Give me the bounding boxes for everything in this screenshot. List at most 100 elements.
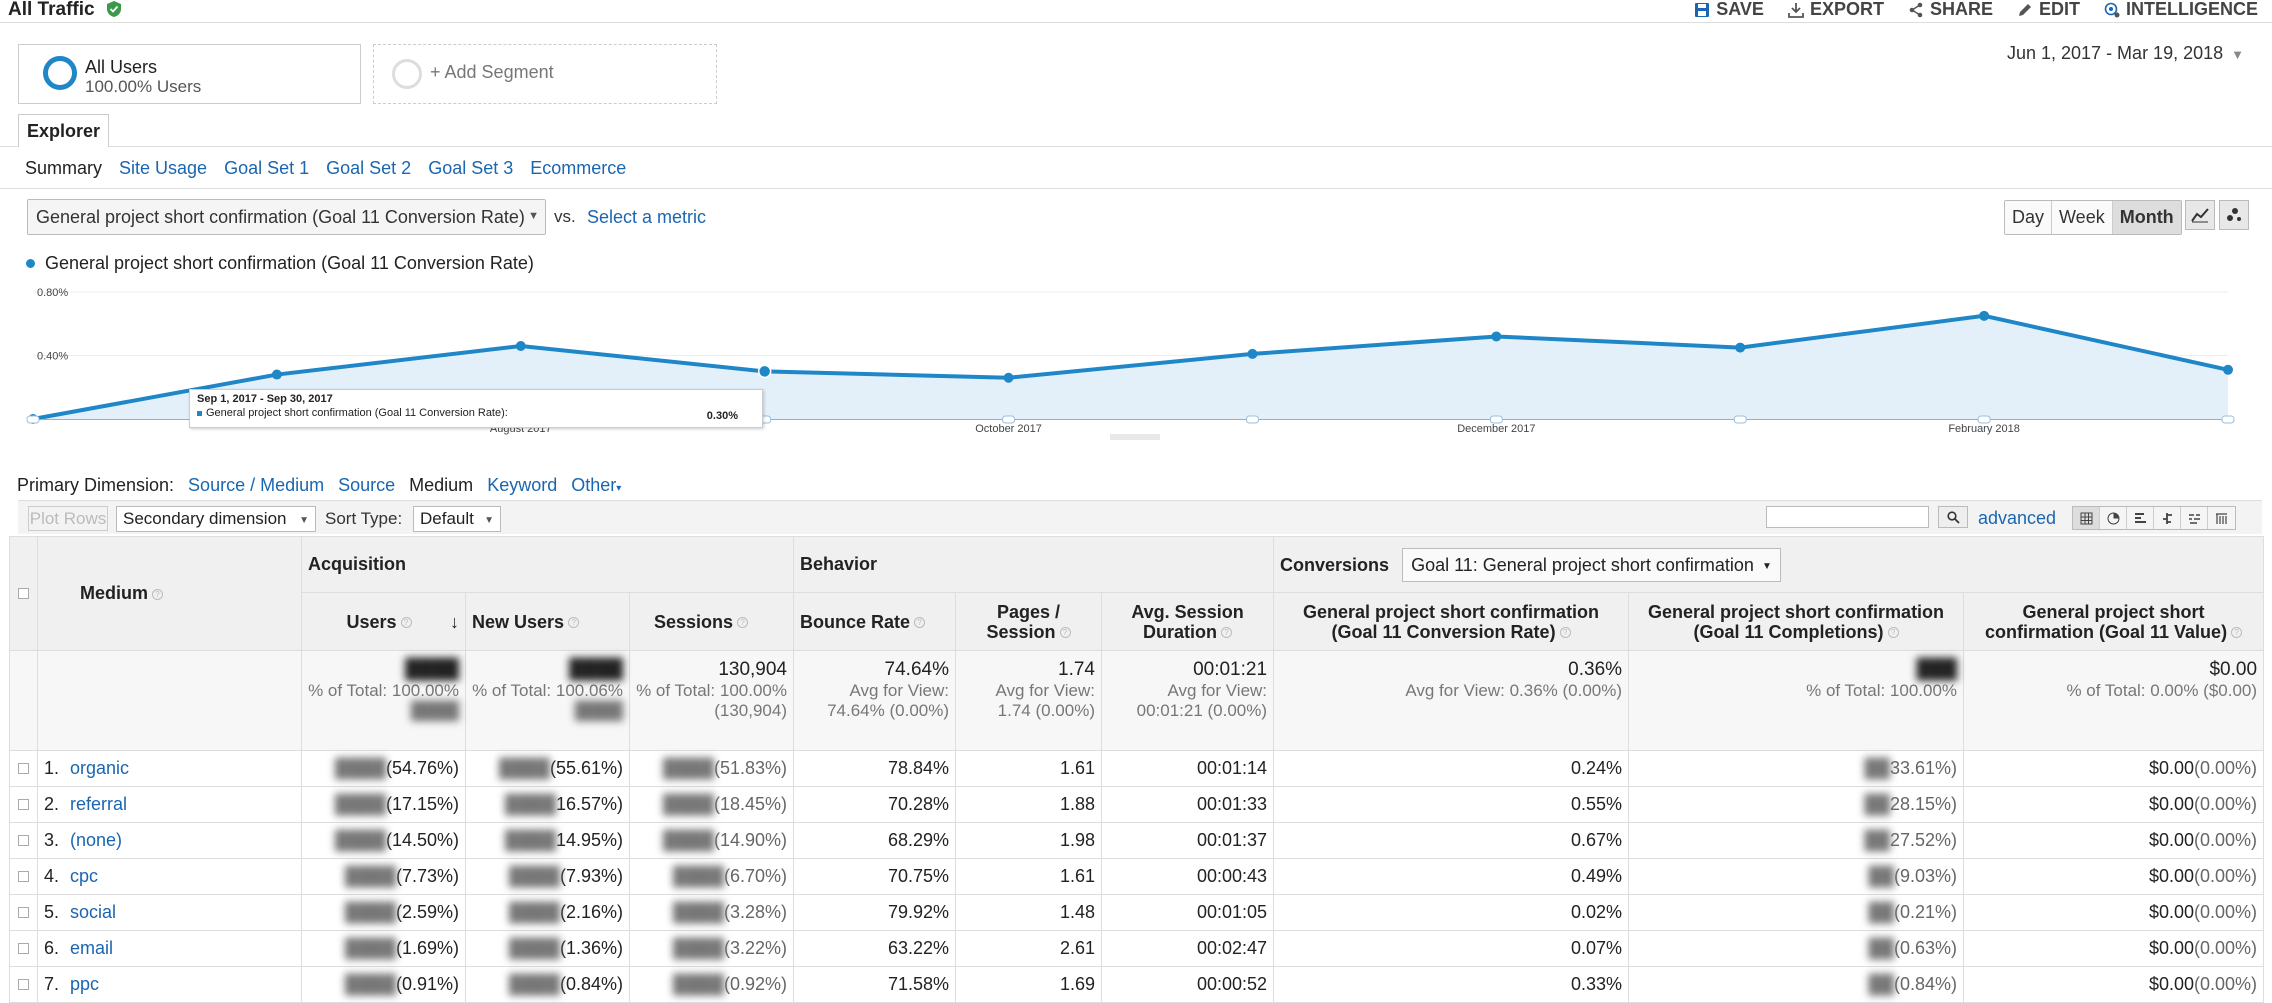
help-icon[interactable]: ? — [2231, 627, 2243, 639]
col-sessions[interactable]: Sessions? — [629, 592, 794, 651]
col-completions[interactable]: General project short confirmation (Goal… — [1628, 592, 1965, 651]
row-checkbox[interactable] — [18, 799, 29, 810]
row-value-amount: $0.00 — [2148, 866, 2194, 886]
y-tick-label: 0.40% — [37, 351, 68, 363]
period-day-button[interactable]: Day — [2005, 201, 2053, 234]
search-icon — [1946, 510, 1960, 524]
total-completions-value: ███ — [1916, 659, 1958, 680]
select-metric-link[interactable]: Select a metric — [587, 207, 707, 227]
table-body: 1. organic ████(54.76%) ████(55.61%) ████(51… — [9, 750, 2265, 1003]
data-table-view-button[interactable] — [2073, 507, 2100, 529]
row-check-cell — [9, 894, 38, 931]
row-checkbox[interactable] — [18, 943, 29, 954]
row-new-users: ████(1.36%) — [465, 930, 630, 967]
dimension-keyword[interactable]: Keyword — [487, 475, 558, 495]
period-month-button[interactable]: Month — [2112, 201, 2181, 234]
add-segment-button[interactable]: + Add Segment — [373, 44, 717, 104]
segment-all-users[interactable]: All Users 100.00% Users — [18, 44, 361, 104]
intelligence-button[interactable]: INTELLIGENCE — [2104, 0, 2258, 20]
row-value: $0.00(0.00%) — [1963, 786, 2265, 823]
annotation-marker — [1977, 415, 1991, 424]
data-point — [1003, 372, 1014, 383]
goal-select[interactable]: Goal 11: General project short confirmat… — [1402, 547, 1781, 582]
tab-explorer[interactable]: Explorer — [18, 114, 110, 147]
help-icon[interactable]: ? — [1221, 627, 1233, 639]
subtab-site-usage[interactable]: Site Usage — [119, 158, 208, 178]
search-button[interactable] — [1938, 506, 1968, 528]
dimension-medium[interactable]: Medium — [409, 475, 474, 495]
help-icon[interactable]: ? — [914, 617, 926, 629]
help-icon[interactable]: ? — [1059, 627, 1071, 639]
data-point — [515, 340, 526, 351]
row-medium-link[interactable]: cpc — [70, 866, 99, 886]
share-button[interactable]: SHARE — [1908, 0, 1993, 20]
line-chart-view-button[interactable] — [2185, 200, 2215, 230]
metric-select[interactable]: General project short confirmation (Goal… — [27, 199, 546, 235]
row-checkbox[interactable] — [18, 763, 29, 774]
period-week-button[interactable]: Week — [2052, 201, 2113, 234]
col-value[interactable]: General project short confirmation (Goal… — [1963, 592, 2265, 651]
help-icon[interactable]: ? — [1887, 627, 1899, 639]
row-checkbox[interactable] — [18, 835, 29, 846]
row-medium-link[interactable]: ppc — [70, 974, 100, 994]
subtab-goal-set-1[interactable]: Goal Set 1 — [224, 158, 310, 178]
row-users: ████(1.69%) — [301, 930, 466, 967]
plot-rows-button[interactable]: Plot Rows — [28, 506, 108, 531]
export-button[interactable]: EXPORT — [1788, 0, 1884, 20]
percentage-view-button[interactable] — [2100, 507, 2127, 529]
performance-view-button[interactable] — [2127, 507, 2154, 529]
dimension-source-medium[interactable]: Source / Medium — [188, 475, 325, 495]
col-avg-duration[interactable]: Avg. Session Duration? — [1100, 592, 1275, 651]
dimension-source[interactable]: Source — [338, 475, 396, 495]
secondary-dimension-label: Secondary dimension — [123, 509, 287, 528]
legend-label: General project short confirmation (Goal… — [45, 253, 534, 273]
row-bounce: 79.92% — [793, 894, 956, 931]
term-cloud-view-button[interactable] — [2181, 507, 2208, 529]
pivot-view-button[interactable] — [2208, 507, 2235, 529]
row-sessions-pct: (6.70%) — [723, 866, 787, 886]
row-medium-link[interactable]: organic — [70, 758, 130, 778]
subtab-goal-set-2[interactable]: Goal Set 2 — [326, 158, 412, 178]
col-new-users[interactable]: New Users? — [465, 592, 630, 651]
table-search-input[interactable] — [1766, 506, 1929, 528]
col-bounce-rate[interactable]: Bounce Rate? — [793, 592, 956, 651]
col-users[interactable]: Users? ↓ — [301, 592, 466, 651]
row-new-users-pct: (1.36%) — [559, 938, 623, 958]
dimension-other[interactable]: Other▾ — [571, 475, 621, 496]
row-medium-link[interactable]: email — [70, 938, 114, 958]
subtab-ecommerce[interactable]: Ecommerce — [530, 158, 627, 178]
dimension-header-label: Medium — [80, 583, 149, 603]
edit-button[interactable]: EDIT — [2017, 0, 2080, 20]
help-icon[interactable]: ? — [568, 617, 580, 629]
row-medium-link[interactable]: (none) — [70, 830, 123, 850]
row-new-users-redacted: ████ — [508, 902, 560, 922]
help-icon[interactable]: ? — [1559, 627, 1571, 639]
row-checkbox[interactable] — [18, 907, 29, 918]
row-users-redacted: ████ — [334, 794, 386, 814]
row-bounce: 70.75% — [793, 858, 956, 895]
row-medium-link[interactable]: social — [70, 902, 117, 922]
acquisition-group-header: Acquisition — [301, 536, 794, 593]
row-checkbox[interactable] — [18, 979, 29, 990]
col-conv-rate[interactable]: General project short confirmation (Goal… — [1273, 592, 1630, 651]
help-icon[interactable]: ? — [152, 588, 164, 600]
subtab-summary[interactable]: Summary — [25, 158, 103, 178]
help-icon[interactable]: ? — [737, 617, 749, 629]
row-checkbox[interactable] — [18, 871, 29, 882]
comparison-view-button[interactable] — [2154, 507, 2181, 529]
save-button[interactable]: SAVE — [1694, 0, 1764, 20]
subtab-goal-set-3[interactable]: Goal Set 3 — [428, 158, 514, 178]
col-pages-session[interactable]: Pages / Session? — [955, 592, 1102, 651]
secondary-dimension-select[interactable]: Secondary dimension ▼ — [116, 506, 316, 532]
help-icon[interactable]: ? — [400, 617, 412, 629]
motion-chart-view-button[interactable] — [2219, 200, 2249, 230]
sort-type-select[interactable]: Default ▼ — [413, 506, 501, 532]
date-range-picker[interactable]: Jun 1, 2017 - Mar 19, 2018 ▼ — [2007, 43, 2244, 64]
select-all-checkbox[interactable] — [18, 588, 29, 599]
comparison-icon — [2162, 512, 2172, 524]
row-sessions-redacted: ████ — [672, 938, 724, 958]
edit-label: EDIT — [2038, 0, 2080, 19]
advanced-filter-link[interactable]: advanced — [1978, 508, 2057, 528]
dimension-header[interactable]: Medium? — [37, 536, 302, 651]
row-medium-link[interactable]: referral — [70, 794, 128, 814]
